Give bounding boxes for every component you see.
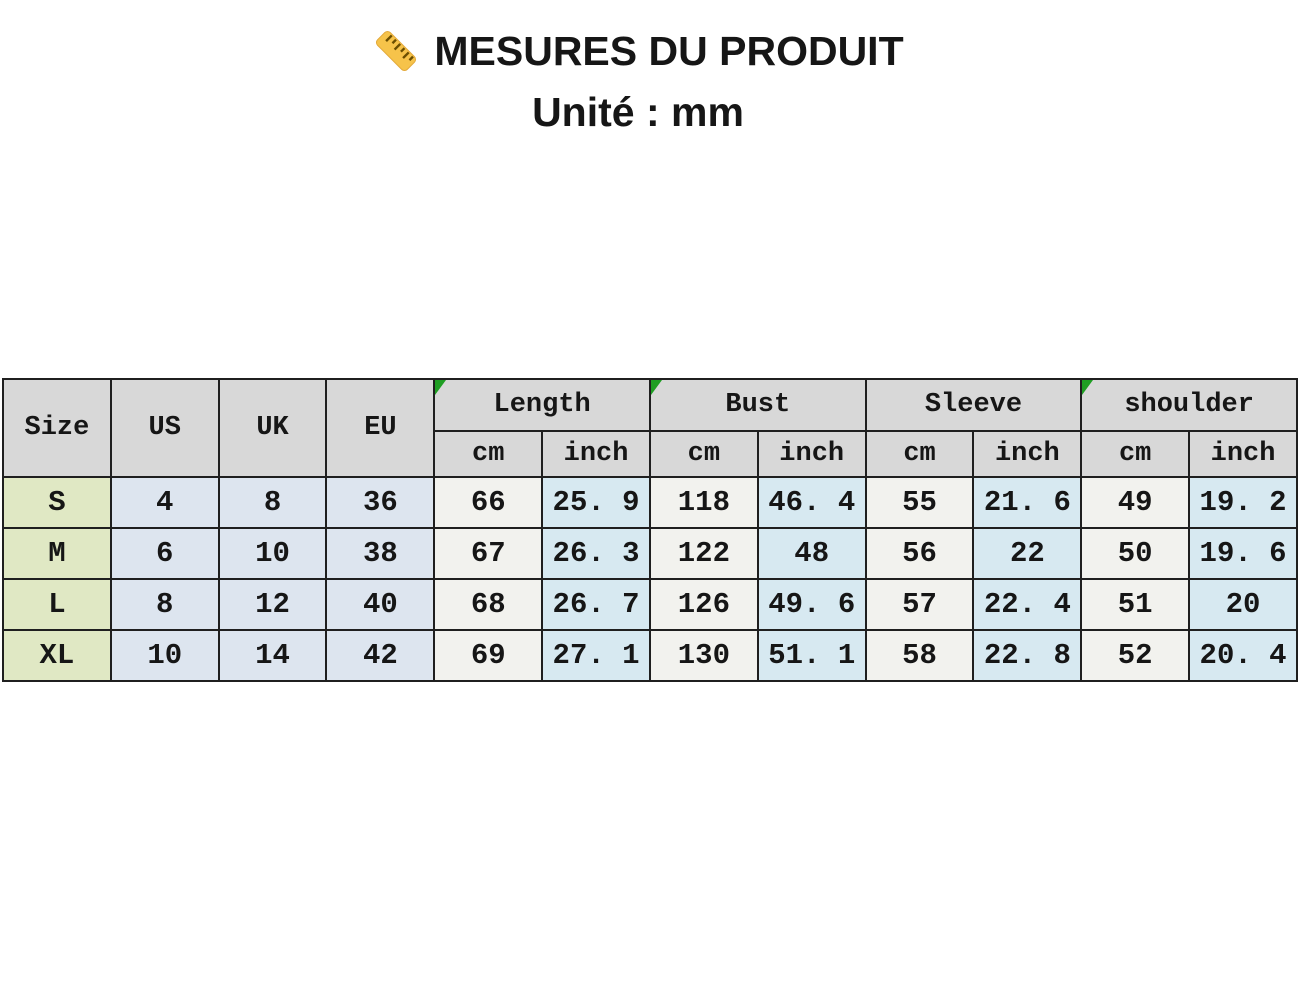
size-table-header: Size US UK EU Length Bust Sleeve shoulde… xyxy=(2,378,1298,478)
col-header-us: US xyxy=(109,378,220,478)
bust-cm-value: 130 xyxy=(648,629,759,682)
bust-cm-value: 126 xyxy=(648,578,759,631)
subheader-sleeve-inch: inch xyxy=(972,430,1083,478)
page-title: MESURES DU PRODUIT xyxy=(434,28,904,74)
size-label: XL xyxy=(2,629,112,682)
subheader-bust-cm: cm xyxy=(648,430,759,478)
subheader-shoulder-cm: cm xyxy=(1080,430,1191,478)
corner-flag-icon xyxy=(651,381,662,395)
sleeve-cm-value: 58 xyxy=(864,629,975,682)
corner-flag-icon xyxy=(436,381,447,395)
table-row-l: L 8 12 40 68 26. 7 126 49. 6 57 22. 4 51… xyxy=(2,578,1298,631)
col-header-bust-label: Bust xyxy=(725,390,791,420)
col-header-bust: Bust xyxy=(648,378,867,432)
length-cm-value: 67 xyxy=(433,527,544,580)
shoulder-cm-value: 51 xyxy=(1080,578,1191,631)
sleeve-inch-value: 22. 8 xyxy=(972,629,1083,682)
col-header-sleeve-label: Sleeve xyxy=(924,390,1023,420)
size-label: L xyxy=(2,578,112,631)
subheader-length-inch: inch xyxy=(541,430,651,478)
shoulder-cm-value: 52 xyxy=(1080,629,1191,682)
us-value: 10 xyxy=(109,629,220,682)
table-row-xl: XL 10 14 42 69 27. 1 130 51. 1 58 22. 8 … xyxy=(2,629,1298,682)
col-header-shoulder-label: shoulder xyxy=(1124,390,1254,420)
length-cm-value: 69 xyxy=(433,629,544,682)
subheader-shoulder-inch: inch xyxy=(1188,430,1298,478)
size-table: Size US UK EU Length Bust Sleeve shoulde… xyxy=(2,378,1298,682)
uk-value: 8 xyxy=(217,476,328,529)
shoulder-inch-value: 20 xyxy=(1188,578,1298,631)
shoulder-cm-value: 50 xyxy=(1080,527,1191,580)
header-sub-row: cm inch cm inch cm inch cm inch xyxy=(3,430,1298,478)
col-header-size: Size xyxy=(2,378,112,478)
title-block: MESURES DU PRODUIT Unité : mm xyxy=(0,26,1288,136)
col-header-shoulder: shoulder xyxy=(1080,378,1298,432)
length-inch-value: 26. 7 xyxy=(541,578,651,631)
bust-cm-value: 122 xyxy=(648,527,759,580)
col-header-sleeve: Sleeve xyxy=(864,378,1083,432)
sleeve-cm-value: 57 xyxy=(864,578,975,631)
col-header-length-label: Length xyxy=(493,390,591,420)
subheader-sleeve-cm: cm xyxy=(864,430,975,478)
subheader-bust-inch: inch xyxy=(756,430,867,478)
sleeve-cm-value: 56 xyxy=(864,527,975,580)
sleeve-inch-value: 22. 4 xyxy=(972,578,1083,631)
uk-value: 10 xyxy=(217,527,328,580)
ruler-icon xyxy=(372,27,420,75)
table-row-m: M 6 10 38 67 26. 3 122 48 56 22 50 19. 6 xyxy=(2,527,1298,580)
header-group-row: Size US UK EU Length Bust Sleeve shoulde… xyxy=(2,378,1298,478)
title-line: MESURES DU PRODUIT xyxy=(0,26,1288,76)
corner-flag-icon xyxy=(1083,381,1094,395)
length-inch-value: 25. 9 xyxy=(541,476,651,529)
bust-inch-value: 46. 4 xyxy=(756,476,867,529)
length-inch-value: 27. 1 xyxy=(541,629,651,682)
length-inch-value: 26. 3 xyxy=(541,527,651,580)
sleeve-inch-value: 22 xyxy=(972,527,1083,580)
uk-value: 14 xyxy=(217,629,328,682)
eu-value: 42 xyxy=(325,629,436,682)
us-value: 4 xyxy=(109,476,220,529)
length-cm-value: 66 xyxy=(433,476,544,529)
col-header-eu: EU xyxy=(325,378,436,478)
eu-value: 38 xyxy=(325,527,436,580)
shoulder-inch-value: 19. 6 xyxy=(1188,527,1298,580)
col-header-uk: UK xyxy=(217,378,328,478)
col-header-length: Length xyxy=(433,378,651,432)
size-table-body: S 4 8 36 66 25. 9 118 46. 4 55 21. 6 49 … xyxy=(2,476,1298,682)
sleeve-cm-value: 55 xyxy=(864,476,975,529)
size-label: M xyxy=(2,527,112,580)
bust-inch-value: 51. 1 xyxy=(756,629,867,682)
bust-inch-value: 48 xyxy=(756,527,867,580)
eu-value: 40 xyxy=(325,578,436,631)
bust-inch-value: 49. 6 xyxy=(756,578,867,631)
sleeve-inch-value: 21. 6 xyxy=(972,476,1083,529)
shoulder-inch-value: 19. 2 xyxy=(1188,476,1298,529)
shoulder-inch-value: 20. 4 xyxy=(1188,629,1298,682)
uk-value: 12 xyxy=(217,578,328,631)
shoulder-cm-value: 49 xyxy=(1080,476,1191,529)
unit-subtitle: Unité : mm xyxy=(532,89,744,135)
size-label: S xyxy=(2,476,112,529)
length-cm-value: 68 xyxy=(433,578,544,631)
us-value: 8 xyxy=(109,578,220,631)
table-row-s: S 4 8 36 66 25. 9 118 46. 4 55 21. 6 49 … xyxy=(2,476,1298,529)
bust-cm-value: 118 xyxy=(648,476,759,529)
eu-value: 36 xyxy=(325,476,436,529)
us-value: 6 xyxy=(109,527,220,580)
subheader-length-cm: cm xyxy=(433,430,544,478)
